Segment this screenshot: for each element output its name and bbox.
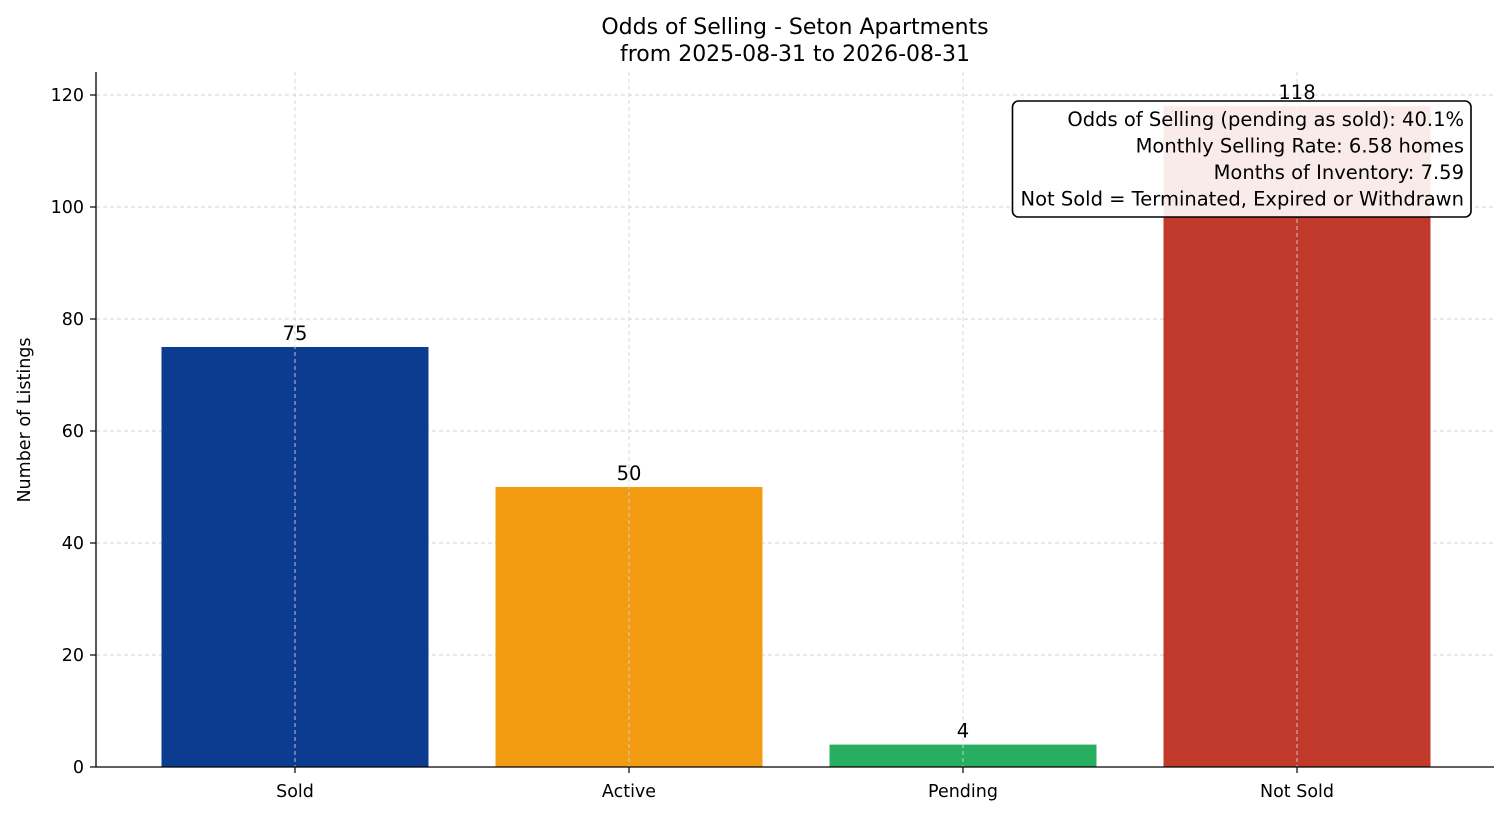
x-ticks: Sold Active Pending Not Sold	[276, 767, 1334, 802]
chart-title: Odds of Selling - Seton Apartments	[601, 15, 988, 40]
annotation-frame	[1011, 100, 1472, 218]
y-ticks: 0 20 40 60 80 100 120	[51, 86, 96, 778]
x-tick-label: Pending	[928, 782, 998, 802]
y-tick-label: 20	[62, 646, 84, 666]
y-tick-label: 80	[62, 310, 84, 330]
bar-value-label: 118	[1278, 81, 1315, 104]
y-tick-label: 100	[51, 198, 84, 218]
y-tick-label: 40	[62, 534, 84, 554]
bar-pending	[829, 744, 1097, 767]
x-tick-label: Sold	[276, 782, 314, 802]
bar-value-labels: 75 50 4 118	[283, 81, 1316, 742]
bar-value-label: 75	[283, 322, 308, 345]
y-tick-label: 120	[51, 86, 84, 106]
y-tick-label: 0	[73, 758, 84, 778]
annotation-line: Odds of Selling (pending as sold): 40.1%	[1067, 108, 1464, 131]
annotation-box: Odds of Selling (pending as sold): 40.1%…	[1011, 100, 1472, 218]
chart-subtitle: from 2025-08-31 to 2026-08-31	[620, 42, 970, 67]
x-tick-label: Active	[602, 782, 656, 802]
annotation-line: Monthly Selling Rate: 6.58 homes	[1136, 135, 1464, 158]
bar-value-label: 50	[617, 462, 642, 485]
annotation-line: Months of Inventory: 7.59	[1214, 161, 1464, 184]
y-tick-label: 60	[62, 422, 84, 442]
bar-value-label: 4	[957, 720, 969, 743]
x-tick-label: Not Sold	[1260, 782, 1334, 802]
annotation-line: Not Sold = Terminated, Expired or Withdr…	[1020, 188, 1464, 211]
y-axis-label: Number of Listings	[15, 337, 35, 502]
